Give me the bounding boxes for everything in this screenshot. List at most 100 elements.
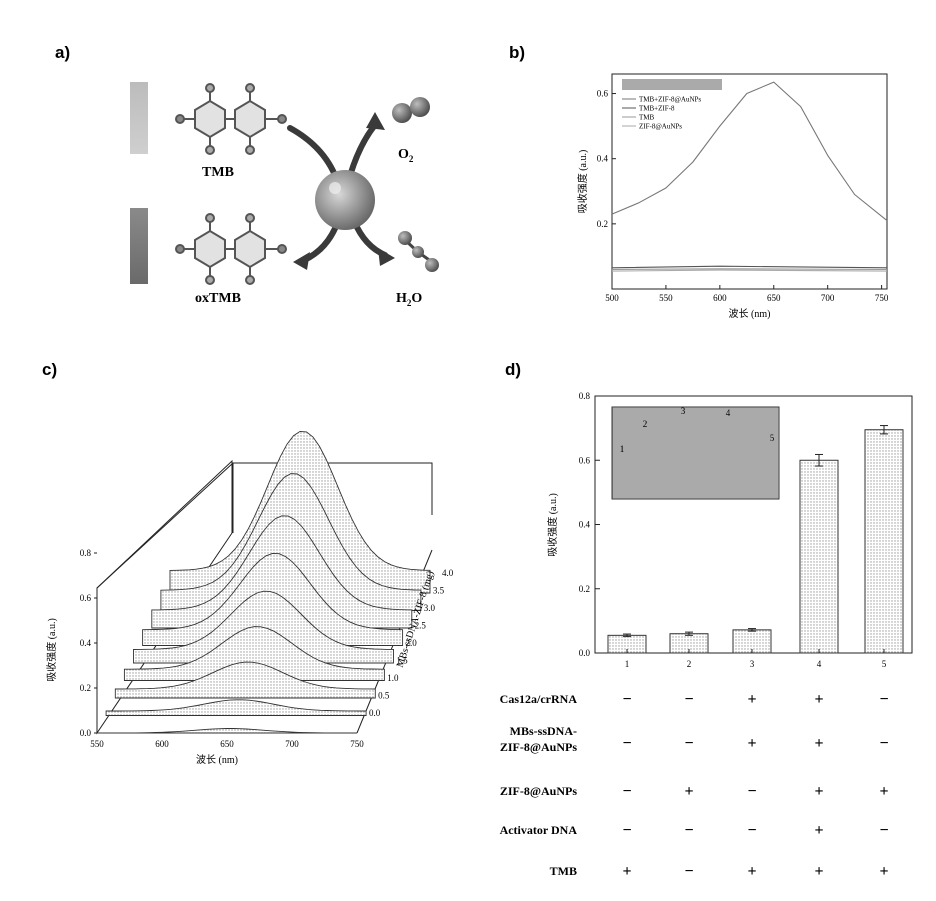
- table-row-label: MBs-ssDNA-: [510, 724, 577, 738]
- series-line-4: [611, 269, 888, 272]
- legend-entry: TMB+ZIF-8@AuNPs: [639, 96, 701, 104]
- table-row-label: TMB: [550, 864, 577, 878]
- x-tick-label: 600: [155, 739, 169, 749]
- z-tick-label: 4.0: [442, 568, 454, 578]
- table-sign: −: [747, 783, 756, 800]
- table-sign: +: [814, 783, 823, 800]
- table-sign: +: [747, 691, 756, 708]
- chart-c-3d-spectra: 550 600 650 700 750 波长 (nm) 0.0 0.2 0.4 0.6 0.8 吸收强…: [45, 430, 454, 766]
- panel-label-d: d): [505, 360, 521, 379]
- reaction-scheme: TMB oxTMB: [130, 82, 439, 308]
- y-axis-label: 吸收强度 (a.u.): [576, 150, 589, 214]
- x-tick-label: 750: [350, 739, 364, 749]
- z-tick-label: 1.0: [387, 673, 399, 683]
- bar-4: [799, 459, 839, 654]
- y-tick-label: 0.0: [80, 728, 92, 738]
- table-sign: +: [814, 735, 823, 752]
- inset-photo: [611, 406, 780, 500]
- y-tick-label: 0.8: [80, 548, 92, 558]
- o2-molecule-icon: [392, 97, 430, 123]
- table-sign: −: [747, 822, 756, 839]
- spectrum-curve-2: [114, 661, 376, 699]
- o2-label: O2: [398, 147, 414, 164]
- series-line-1: [611, 81, 888, 222]
- inset-label: 4: [726, 408, 731, 418]
- table-row-label: Cas12a/crRNA: [500, 692, 578, 706]
- nanoparticle-icon: [315, 170, 375, 230]
- legend-header-strip: [622, 79, 722, 90]
- y-tick-label: 0.2: [579, 584, 590, 594]
- x-tick-label: 700: [285, 739, 299, 749]
- table-sign: −: [879, 735, 888, 752]
- x-tick-label: 700: [821, 293, 835, 303]
- y-tick-label: 0.6: [579, 455, 591, 465]
- panel-label-a: a): [55, 43, 70, 62]
- panel-label-c: c): [42, 360, 57, 379]
- spectrum-curve-1: [105, 699, 367, 716]
- table-sign: −: [684, 822, 693, 839]
- table-sign: +: [879, 783, 888, 800]
- oxtmb-color-swatch: [130, 208, 148, 284]
- x-tick-label: 5: [882, 659, 887, 669]
- inset-label: 1: [620, 444, 625, 454]
- x-tick-label: 3: [750, 659, 755, 669]
- spectrum-curve-0: [97, 728, 357, 734]
- table-sign: −: [622, 783, 631, 800]
- bar-5: [864, 429, 904, 654]
- z-tick-label: 2.0: [406, 638, 418, 648]
- table-row-label: ZIF-8@AuNPs: [500, 740, 577, 754]
- inset-label: 3: [681, 406, 686, 416]
- series-line-2: [611, 265, 888, 269]
- table-sign: −: [684, 863, 693, 880]
- y-tick-label: 0.6: [597, 89, 609, 99]
- y-tick-label: 0.2: [597, 219, 608, 229]
- y-tick-label: 0.0: [579, 648, 591, 658]
- tmb-label: TMB: [202, 165, 234, 180]
- x-tick-label: 750: [875, 293, 889, 303]
- legend-entry: ZIF-8@AuNPs: [639, 123, 682, 131]
- z-tick-label: 2.5: [415, 621, 427, 631]
- top-frame: [96, 462, 433, 589]
- x-tick-label: 4: [817, 659, 822, 669]
- z-tick-label: 0.0: [369, 708, 381, 718]
- table-sign: +: [747, 735, 756, 752]
- table-sign: −: [684, 735, 693, 752]
- plot-frame: [611, 73, 888, 290]
- y-tick-label: 0.4: [80, 638, 92, 648]
- table-sign: +: [814, 863, 823, 880]
- arrow-head-icon: [366, 112, 385, 130]
- y-axis-label: 吸收强度 (a.u.): [546, 493, 559, 557]
- arrow-head-icon: [293, 252, 310, 270]
- x-tick-label: 2: [687, 659, 692, 669]
- table-sign: −: [879, 822, 888, 839]
- tmb-molecule-icon: [175, 83, 287, 155]
- table-sign: +: [747, 863, 756, 880]
- h2o-molecule-icon: [398, 231, 439, 272]
- oxtmb-label: oxTMB: [195, 291, 241, 306]
- inset-label: 2: [643, 419, 648, 429]
- series-line-3: [611, 268, 888, 271]
- x-tick-label: 600: [713, 293, 727, 303]
- y-tick-label: 0.8: [579, 391, 591, 401]
- table-sign: −: [622, 735, 631, 752]
- y-tick-label: 0.2: [80, 683, 91, 693]
- chart-d-bar-chart: 0.0 0.2 0.4 0.6 0.8 吸收强度 (a.u.) 1 2 3 4 5 1 2 3 4 5: [546, 391, 913, 669]
- z-tick-label: 3.0: [424, 603, 436, 613]
- x-tick-label: 550: [90, 739, 104, 749]
- tmb-color-swatch: [130, 82, 148, 154]
- table-sign: −: [622, 822, 631, 839]
- h2o-label: H2O: [396, 291, 422, 308]
- table-sign: +: [814, 691, 823, 708]
- table-sign: +: [622, 863, 631, 880]
- oxtmb-molecule-icon: [175, 213, 287, 285]
- x-tick-label: 550: [659, 293, 673, 303]
- table-sign: −: [879, 691, 888, 708]
- legend-entry: TMB+ZIF-8: [639, 105, 675, 113]
- z-tick-label: 3.5: [433, 586, 445, 596]
- y-tick-label: 0.6: [80, 593, 92, 603]
- x-tick-label: 650: [767, 293, 781, 303]
- table-sign: +: [814, 822, 823, 839]
- x-tick-label: 1: [625, 659, 630, 669]
- z-tick-label: 1.5: [396, 656, 408, 666]
- table-sign: +: [684, 783, 693, 800]
